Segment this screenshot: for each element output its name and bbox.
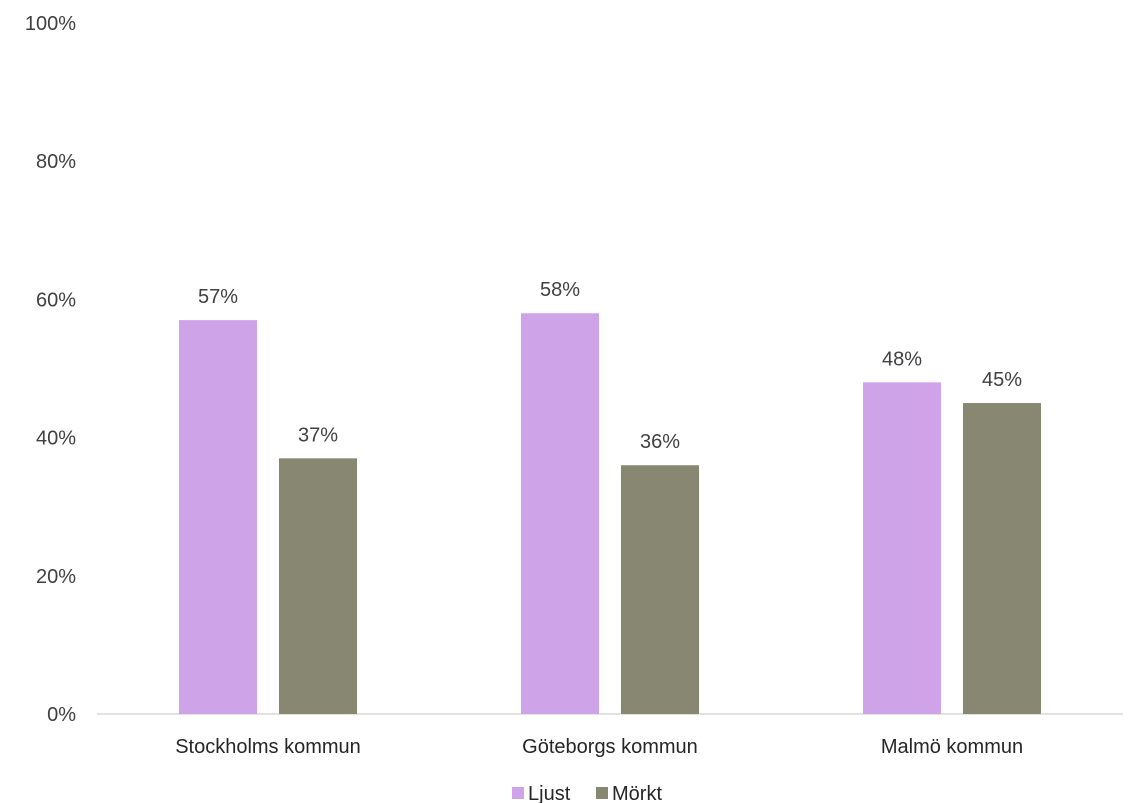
x-category-label: Stockholms kommun (175, 736, 361, 758)
data-label: 57% (198, 286, 238, 308)
x-category-label: Göteborgs kommun (522, 736, 698, 758)
data-label: 45% (982, 369, 1022, 391)
x-axis: Stockholms kommun Göteborgs kommun Malmö k… (175, 736, 1023, 758)
data-label: 36% (640, 431, 680, 453)
y-tick-label: 100% (25, 13, 76, 35)
legend-swatch-ljust (512, 787, 524, 799)
y-tick-label: 40% (36, 428, 76, 450)
y-tick-label: 0% (47, 704, 76, 726)
bar-mörkt (963, 403, 1041, 714)
legend-label: Mörkt (612, 783, 662, 803)
legend: Ljust Mörkt (512, 783, 662, 803)
y-tick-label: 20% (36, 566, 76, 588)
data-label: 37% (298, 424, 338, 446)
y-tick-label: 60% (36, 289, 76, 311)
data-label: 58% (540, 279, 580, 301)
bar-ljust (863, 382, 941, 714)
data-label: 48% (882, 348, 922, 370)
legend-swatch-mörkt (596, 787, 608, 799)
data-labels: 57% 37% 58% 36% 48% 45% (198, 279, 1022, 453)
bar-mörkt (279, 458, 357, 714)
bar-ljust (179, 320, 257, 714)
y-tick-label: 80% (36, 151, 76, 173)
x-category-label: Malmö kommun (881, 736, 1023, 758)
bar-ljust (521, 313, 599, 714)
bars (179, 313, 1041, 714)
y-axis: 0% 20% 40% 60% 80% 100% (25, 13, 76, 726)
bar-mörkt (621, 465, 699, 714)
legend-label: Ljust (528, 783, 571, 803)
